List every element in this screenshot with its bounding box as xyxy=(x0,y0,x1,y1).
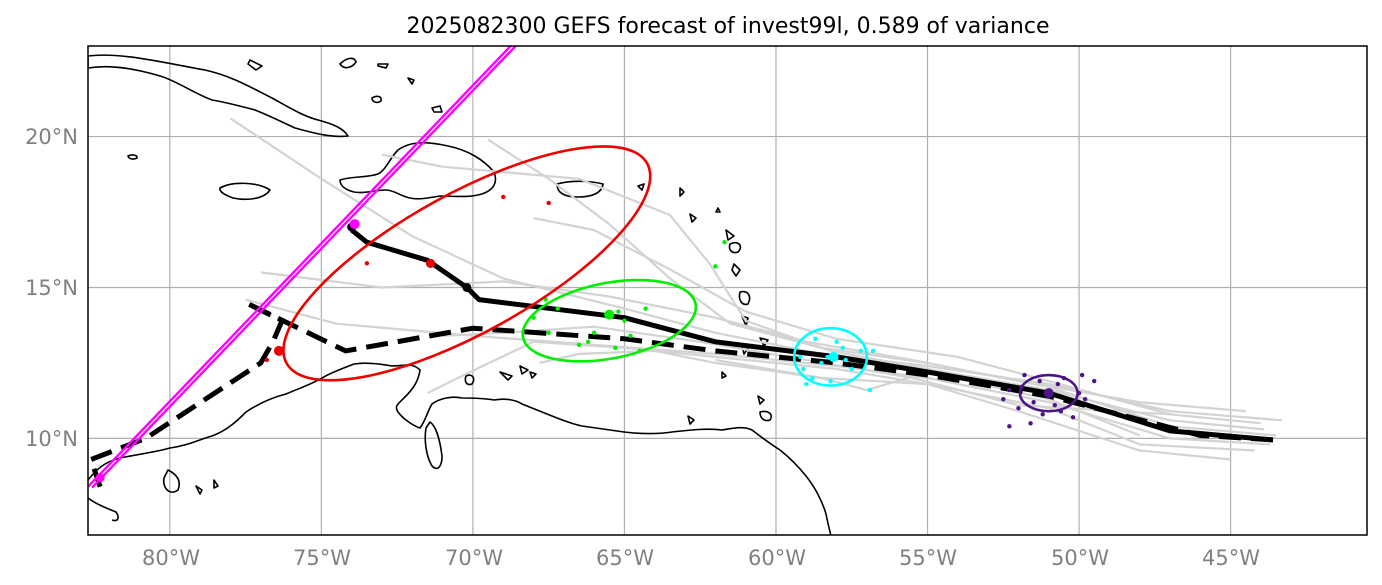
track-marker xyxy=(462,282,472,292)
ensemble-member-track xyxy=(442,325,1171,416)
track-marker-red xyxy=(425,258,435,268)
member-point xyxy=(264,357,270,363)
member-point xyxy=(828,378,833,384)
member-point xyxy=(1031,399,1036,405)
member-point xyxy=(1070,415,1076,420)
y-tick-label: 15°N xyxy=(25,276,78,300)
y-tick-label: 20°N xyxy=(25,125,78,149)
member-point xyxy=(722,240,727,245)
x-tick-label: 75°W xyxy=(293,546,351,570)
member-point xyxy=(713,264,718,269)
member-point xyxy=(546,200,551,206)
member-point xyxy=(585,339,591,345)
member-point xyxy=(1016,406,1021,411)
reference-line-a xyxy=(88,46,513,488)
cluster-mean-point xyxy=(604,309,615,320)
reference-marker xyxy=(349,219,360,230)
coastline-jamaica xyxy=(219,182,271,201)
member-point xyxy=(1040,412,1045,417)
member-point xyxy=(849,366,854,372)
plot-frame xyxy=(87,45,1368,536)
cluster-ellipse xyxy=(521,278,698,363)
member-point xyxy=(576,342,582,348)
coastlines xyxy=(88,54,832,535)
member-point xyxy=(801,366,806,372)
member-point xyxy=(1052,403,1058,408)
member-point xyxy=(1076,390,1082,396)
member-point xyxy=(834,339,839,345)
member-point xyxy=(501,194,506,200)
axis-ticks: 80°W 75°W 70°W 65°W 60°W 55°W 50°W 45°W … xyxy=(25,125,1260,570)
x-tick-label: 45°W xyxy=(1202,546,1260,570)
ensemble-member-track xyxy=(245,298,1271,446)
forecast-clusters xyxy=(264,145,1097,429)
member-point xyxy=(622,318,627,323)
x-tick-label: 55°W xyxy=(899,546,957,570)
reference-line xyxy=(88,46,518,489)
member-point xyxy=(858,348,864,354)
reference-marker xyxy=(95,473,105,483)
cluster-mean-point xyxy=(828,351,839,362)
member-point xyxy=(1037,378,1042,384)
control-track xyxy=(88,300,1274,488)
coastline-south-america xyxy=(88,362,832,535)
coastline-cuba xyxy=(88,54,349,138)
member-point xyxy=(531,315,536,320)
member-point xyxy=(364,261,370,266)
member-point xyxy=(1079,372,1085,378)
mean-track xyxy=(350,228,1274,443)
member-point xyxy=(870,348,876,354)
member-point xyxy=(591,330,597,335)
chart-title: 2025082300 GEFS forecast of invest99l, 0… xyxy=(407,14,1050,39)
member-point xyxy=(1007,424,1012,429)
cluster-mean-point xyxy=(273,345,284,356)
member-point xyxy=(840,345,845,351)
x-tick-label: 60°W xyxy=(748,546,806,570)
member-point xyxy=(798,354,803,360)
ensemble-member-track xyxy=(427,340,1255,452)
x-tick-label: 50°W xyxy=(1051,546,1109,570)
member-point xyxy=(1019,384,1024,390)
x-tick-label: 80°W xyxy=(142,546,200,570)
member-point xyxy=(1058,409,1064,414)
member-point xyxy=(1061,375,1067,381)
member-point xyxy=(804,381,809,387)
member-point xyxy=(1028,421,1033,426)
x-tick-label: 65°W xyxy=(596,546,654,570)
member-point xyxy=(813,336,818,341)
ensemble-member-track xyxy=(533,217,1262,425)
member-point xyxy=(1001,396,1006,402)
member-point xyxy=(1082,396,1088,402)
ensemble-member-track xyxy=(381,153,1265,431)
member-point xyxy=(843,357,848,363)
member-point xyxy=(555,306,560,311)
coastline-puerto-rico xyxy=(556,180,604,198)
cluster-ellipse xyxy=(792,326,869,387)
member-point xyxy=(637,348,642,354)
cluster-ellipse xyxy=(282,145,652,382)
forecast-tracks xyxy=(88,228,1274,488)
x-tick-label: 70°W xyxy=(445,546,503,570)
member-point xyxy=(546,330,551,335)
member-point xyxy=(1092,378,1097,384)
reference-line-b xyxy=(91,46,518,489)
member-point xyxy=(613,345,618,351)
member-point xyxy=(1007,387,1012,393)
cluster-mean-point xyxy=(1043,388,1054,399)
member-point xyxy=(867,387,873,393)
member-point xyxy=(819,360,824,366)
ensemble-member-track xyxy=(487,138,1277,437)
member-point xyxy=(1055,381,1061,387)
member-point xyxy=(825,354,830,360)
member-point xyxy=(643,306,648,311)
member-point xyxy=(1022,372,1027,378)
y-tick-label: 10°N xyxy=(25,427,78,451)
member-point xyxy=(810,375,815,381)
member-point xyxy=(616,309,621,314)
member-point xyxy=(628,333,633,338)
